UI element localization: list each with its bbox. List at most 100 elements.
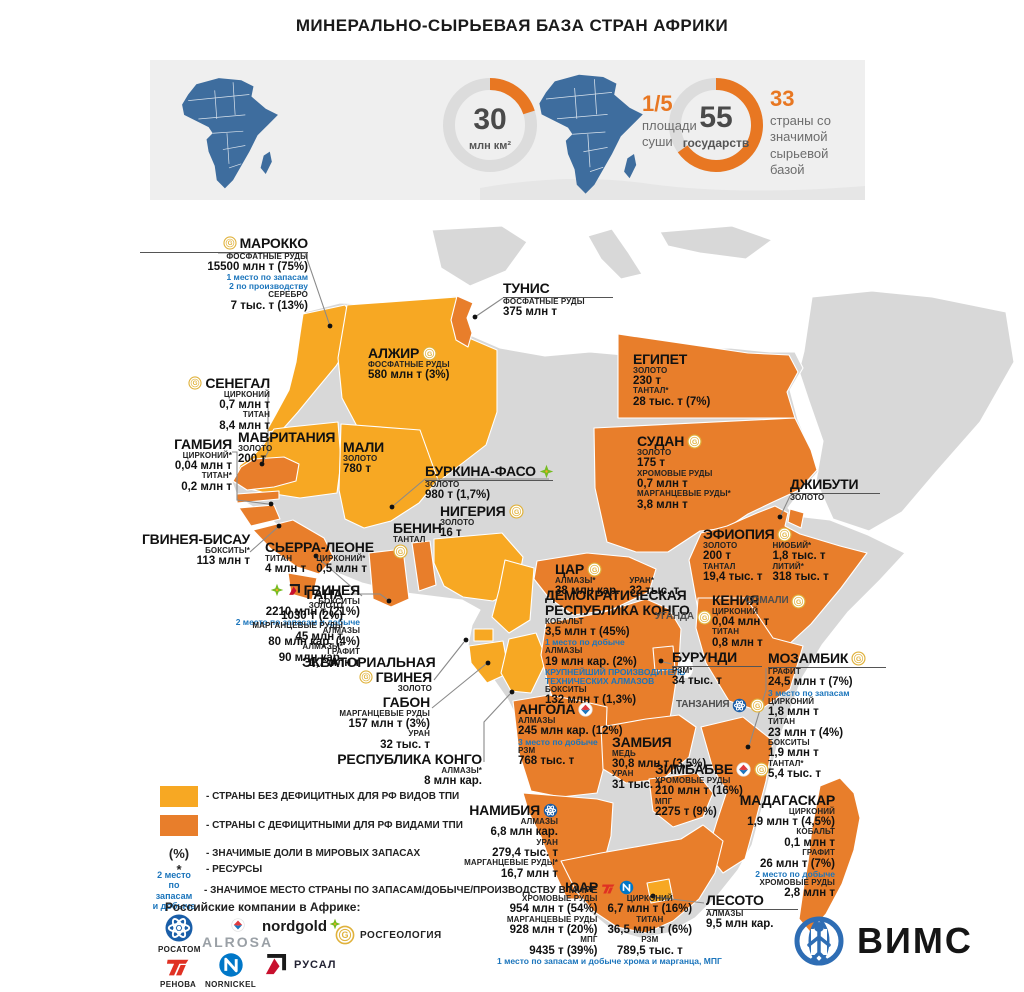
map-country-congo	[500, 632, 548, 694]
stat2-sub: страны со значимой сырьевой базой	[770, 113, 831, 177]
map-country-zimbabwe	[648, 772, 714, 828]
legend-swatch-dark	[160, 815, 198, 836]
map-region-iberia	[431, 225, 528, 287]
leader-line	[392, 478, 549, 507]
stat2-text: 33 страны со значимой сырьевой базой	[770, 88, 860, 178]
renova-icon	[165, 952, 191, 978]
donut1-unit: млн км²	[469, 140, 511, 152]
logo-rosgeo: G РОСГЕОЛОГИЯ	[335, 925, 442, 945]
donut2-unit: государств	[683, 136, 750, 150]
vims-wordmark: ВИМС	[857, 920, 973, 961]
leader-line	[218, 252, 331, 327]
legend-label: - ЗНАЧИМОЕ МЕСТО СТРАНЫ ПО ЗАПАСАМ/ДОБЫЧ…	[204, 885, 598, 897]
map-country-guinea-bissau	[238, 504, 281, 527]
leader-line	[748, 668, 767, 747]
leader-line	[261, 392, 269, 464]
legend-label: - РЕСУРСЫ	[206, 864, 263, 875]
leader-line	[780, 495, 791, 516]
banner-graphics: 30 млн км² 55 государств	[182, 74, 865, 200]
leader-lines	[218, 252, 791, 904]
map-country-zambia	[600, 714, 697, 784]
legend-row-deficit: - СТРАНЫ С ДЕФИЦИТНЫМИ ДЛЯ РФ ВИДАМИ ТПИ	[160, 815, 463, 836]
logo-rusal: РУСАЛ	[262, 952, 337, 978]
rusal-wordmark: РУСАЛ	[294, 959, 337, 971]
stat1-sub: площади суши	[642, 118, 697, 150]
map-country-djibouti	[787, 508, 805, 529]
legend-percent-symbol: (%)	[168, 846, 190, 861]
legend-row-percent: (%) - ЗНАЧИМЫЕ ДОЛИ В МИРОВЫХ ЗАПАСАХ	[160, 846, 420, 861]
leader-dot	[509, 689, 515, 695]
logo-rosatom: РОСАТОМ	[158, 913, 201, 954]
map-country-kenya	[695, 597, 804, 712]
map-region-balkans	[659, 225, 773, 260]
legend-label: - ЗНАЧИМЫЕ ДОЛИ В МИРОВЫХ ЗАПАСАХ	[206, 848, 421, 859]
leader-line	[232, 451, 269, 505]
leader-dot	[259, 461, 265, 467]
logo-renova: РЕНОВА	[160, 952, 196, 989]
rosatom-icon	[164, 913, 194, 943]
map-country-car	[533, 552, 657, 616]
stat2-big: 33	[770, 86, 795, 111]
map-country-eq-guinea	[473, 628, 494, 642]
africa-map	[218, 225, 1015, 939]
map-country-burundi	[652, 645, 676, 672]
nordgold-wordmark: nordgold	[262, 918, 327, 935]
alrosa-icon	[230, 918, 245, 932]
map-country-benin	[411, 540, 437, 592]
leader-dot	[389, 504, 395, 510]
rosgeo-wordmark: РОСГЕОЛОГИЯ	[360, 929, 442, 941]
logo-alrosa: ALROSA	[202, 918, 273, 950]
africa-silhouette-1	[182, 78, 278, 189]
leader-line	[249, 526, 279, 553]
map-region-italy	[587, 228, 643, 280]
leader-line	[483, 693, 511, 762]
nornickel-icon	[218, 952, 244, 978]
leader-dot	[650, 893, 656, 899]
renova-caption: РЕНОВА	[160, 980, 197, 989]
nornickel-caption: NORNICKEL	[205, 980, 257, 989]
map-country-cameroon	[491, 559, 535, 634]
vims-globe-icon	[794, 916, 844, 966]
legend-asterisk-symbol: *	[176, 862, 182, 877]
map-country-senegal	[232, 456, 300, 491]
map-region-arabia	[798, 290, 1015, 532]
map-country-madagascar	[798, 777, 861, 933]
companies-header: Российские компании в Африке:	[165, 900, 361, 914]
leader-dot	[276, 523, 282, 529]
leader-dot	[386, 598, 392, 604]
leader-line	[431, 663, 487, 709]
legend-row-rank: 2 место по запасам и добыче - ЗНАЧИМОЕ М…	[152, 870, 772, 911]
rosatom-caption: РОСАТОМ	[158, 945, 201, 954]
logo-nornickel: NORNICKEL	[205, 952, 256, 989]
rosgeo-icon: G	[335, 925, 355, 945]
legend-label: - СТРАНЫ С ДЕФИЦИТНЫМИ ДЛЯ РФ ВИДАМИ ТПИ	[206, 820, 463, 831]
leader-line	[433, 641, 465, 681]
leader-dot	[463, 637, 469, 643]
faint-world-shape	[480, 178, 865, 200]
map-country-angola	[512, 694, 608, 798]
stat1-text: 1/5 площади суши	[642, 93, 722, 151]
logo-nordgold: nordgold	[262, 918, 341, 935]
africa-silhouette-2	[539, 74, 643, 194]
leader-dot	[658, 658, 664, 664]
legend-label: - СТРАНЫ БЕЗ ДЕФИЦИТНЫХ ДЛЯ РФ ВИДОВ ТПИ	[206, 791, 460, 802]
stat1-big: 1/5	[642, 91, 673, 116]
stats-banner: 30 млн км² 55 государств 1/5 площади суш…	[150, 60, 865, 200]
donut-countries: 55 государств	[669, 78, 763, 172]
leader-line	[317, 557, 363, 597]
donut1-value: 30	[473, 103, 506, 136]
rusal-icon	[262, 952, 288, 978]
donut2-value: 55	[699, 101, 732, 134]
alrosa-wordmark: ALROSA	[202, 934, 274, 950]
leader-line	[654, 896, 705, 904]
leader-dot	[268, 501, 274, 507]
leader-line	[474, 297, 504, 318]
map-country-mali	[338, 423, 439, 529]
leader-dot	[472, 314, 478, 320]
leader-dot	[777, 514, 783, 520]
leader-dot	[745, 744, 751, 750]
page-title: МИНЕРАЛЬНО-СЫРЬЕВАЯ БАЗА СТРАН АФРИКИ	[295, 16, 729, 35]
legend-row-resources: * - РЕСУРСЫ	[160, 862, 262, 877]
leader-dot	[327, 323, 333, 329]
legend-row-no-deficit: - СТРАНЫ БЕЗ ДЕФИЦИТНЫХ ДЛЯ РФ ВИДОВ ТПИ	[160, 786, 459, 807]
